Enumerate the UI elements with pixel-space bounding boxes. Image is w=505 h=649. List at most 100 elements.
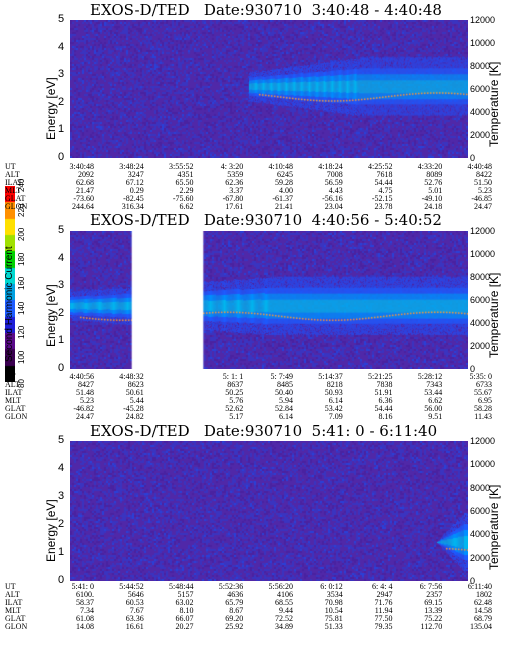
orbit-value: 5.23 [80, 396, 94, 405]
orbit-value: 11.94 [374, 606, 393, 615]
orbit-value: 8623 [127, 380, 144, 389]
orbit-row-label: GLON [5, 202, 28, 211]
orbit-value: 3:48:24 [119, 162, 144, 171]
orbit-value: 62.48 [474, 598, 492, 607]
orbit-value: 65.50 [175, 178, 194, 187]
orbit-value: 8.67 [229, 606, 244, 615]
orbit-value: 1802 [476, 590, 492, 599]
orbit-value: 7008 [326, 170, 343, 179]
orbit-value: 4351 [177, 170, 194, 179]
orbit-value: 58.37 [76, 598, 94, 607]
orbit-row-label: GLON [5, 622, 28, 631]
orbit-value: 6.36 [378, 396, 393, 405]
orbit-row: GLAT -46.82 -45.28 52.62 52.84 53.42 54.44 56.0… [0, 405, 505, 413]
orbit-value: 2357 [426, 590, 443, 599]
orbit-value: -56.16 [322, 194, 343, 203]
orbit-value: 3:40:48 [69, 162, 94, 171]
right-tick-label: 6000 [470, 84, 491, 94]
colorbar-tick: 160 [17, 276, 26, 290]
right-tick-label: 0 [470, 576, 476, 586]
orbit-row: ALT 8427 8623 8637 8485 8218 7838 7343 6733 [0, 381, 505, 389]
orbit-value: 75.22 [424, 614, 443, 623]
orbit-value: 5: 7:49 [270, 372, 293, 381]
orbit-value: 51.50 [474, 178, 492, 187]
orbit-row-label: GLAT [5, 404, 26, 413]
colorbar-tick: 140 [17, 301, 26, 315]
orbit-value: 5:21:25 [368, 372, 393, 381]
orbit-value: -52.15 [371, 194, 393, 203]
y-tick-label: 2 [58, 306, 65, 319]
orbit-value: 20.27 [175, 622, 194, 631]
spectrogram-plot [70, 231, 468, 369]
orbit-value: 4:25:52 [368, 162, 393, 171]
orbit-row-label: MLT [5, 606, 22, 615]
orbit-value: 0.29 [129, 186, 144, 195]
orbit-value: 6.95 [478, 396, 492, 405]
colorbar-tick: 200 [17, 227, 26, 241]
colorbar [5, 186, 15, 382]
orbit-value: 55.67 [474, 388, 492, 397]
orbit-value: 5.94 [279, 396, 293, 405]
orbit-value: 52.84 [275, 404, 293, 413]
orbit-value: 23.04 [324, 202, 343, 211]
orbit-value: 5359 [227, 170, 244, 179]
orbit-value: 54.44 [374, 404, 393, 413]
orbit-value: 16.61 [125, 622, 144, 631]
orbit-value: 67.12 [125, 178, 144, 187]
right-tick-label: 10000 [470, 459, 496, 470]
y-axis-label: Energy [eV] [44, 284, 58, 347]
orbit-value: -67.80 [222, 194, 244, 203]
orbit-value: 4:40:48 [467, 162, 492, 171]
orbit-value: 6:11:40 [467, 582, 492, 591]
orbit-value: 63.02 [175, 598, 194, 607]
orbit-value: 4.43 [328, 186, 343, 195]
orbit-value: 4:48:32 [119, 372, 144, 381]
orbit-row-label: MLT [5, 396, 22, 405]
y-axis-label: Energy [eV] [44, 77, 58, 140]
panel-title: EXOS-D/TED Date:930710 3:40:48 - 4:40:48 [90, 1, 442, 19]
y-tick-label: 1 [58, 334, 65, 347]
y-tick-label: 0 [58, 151, 65, 163]
y-tick-label: 4 [58, 251, 65, 264]
orbit-row-label: ILAT [5, 178, 23, 187]
orbit-value: 24.18 [424, 202, 443, 211]
y-tick-label: 5 [58, 224, 65, 236]
orbit-value: 7838 [376, 380, 393, 389]
orbit-value: 6: 4: 4 [372, 582, 393, 591]
colorbar-tick: 180 [17, 252, 26, 266]
orbit-row: GLAT -73.60 -82.45 -75.60 -67.80 -61.37 -56.16… [0, 195, 505, 203]
y-tick-label: 3 [58, 68, 65, 81]
orbit-value: 53.42 [324, 404, 343, 413]
orbit-value: 62.36 [225, 178, 244, 187]
orbit-row-label: ALT [5, 590, 20, 599]
orbit-value: 6100. [76, 590, 94, 599]
orbit-value: 52.62 [225, 404, 244, 413]
orbit-value: 5:35: 0 [469, 372, 492, 381]
orbit-value: 69.15 [424, 598, 443, 607]
y-tick-label: 1 [58, 123, 65, 136]
orbit-value: -45.28 [123, 404, 144, 413]
orbit-row: UT 5:41: 0 5:44:52 5:48:44 5:52:36 5:56:20 6: … [0, 583, 505, 591]
orbit-value: 7343 [426, 380, 443, 389]
orbit-value: 24.47 [76, 412, 94, 421]
orbit-value: 11.43 [474, 412, 492, 421]
orbit-value: 14.08 [76, 622, 94, 631]
orbit-value: 51.91 [374, 388, 393, 397]
orbit-value: 112.70 [420, 622, 443, 631]
orbit-value: 5:28:12 [417, 372, 443, 381]
orbit-value: 58.28 [474, 404, 492, 413]
right-tick-label: 6000 [470, 295, 491, 305]
right-tick-label: 8000 [470, 482, 491, 493]
right-tick-label: 12000 [470, 15, 496, 25]
orbit-value: 5157 [177, 590, 194, 599]
y-tick-label: 3 [58, 279, 65, 292]
orbit-value: 244.64 [72, 202, 94, 211]
orbit-value: 6.14 [279, 412, 293, 421]
right-tick-label: 10000 [470, 38, 496, 48]
orbit-value: 6.14 [328, 396, 343, 405]
orbit-value: 79.35 [374, 622, 393, 631]
orbit-value: 9.51 [428, 412, 443, 421]
orbit-row: GLON 244.64 316.34 6.62 17.61 21.41 23.04 23.78… [0, 203, 505, 211]
orbit-value: 5:56:20 [268, 582, 293, 591]
orbit-value: 66.07 [175, 614, 194, 623]
